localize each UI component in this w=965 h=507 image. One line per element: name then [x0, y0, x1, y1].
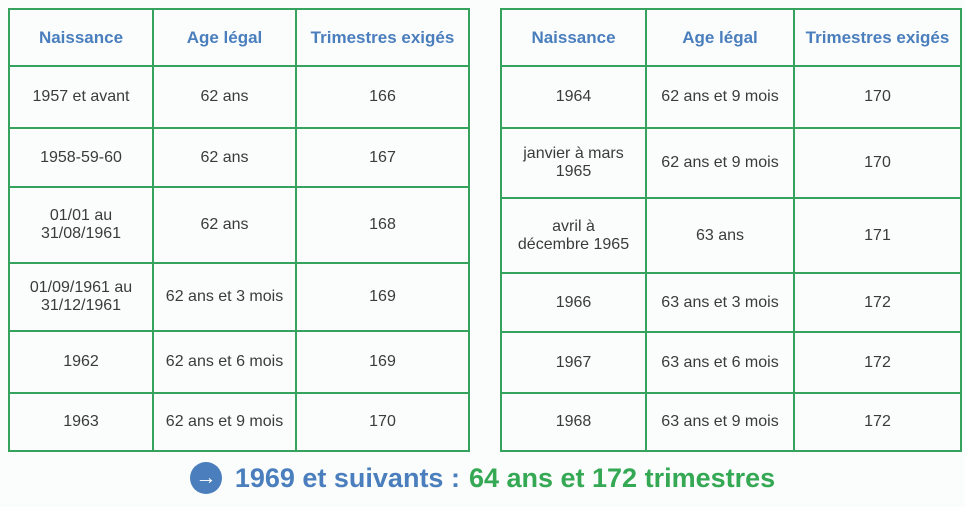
table-row: 1968 63 ans et 9 mois 172: [500, 392, 962, 452]
column-header-naissance: Naissance: [500, 8, 647, 67]
cell-age-legal: 62 ans: [152, 186, 297, 264]
table-row: 1957 et avant 62 ans 166: [8, 65, 470, 129]
cell-trimestres: 172: [793, 331, 962, 394]
column-header-trimestres: Trimestres exigés: [793, 8, 962, 67]
retirement-infographic: Naissance Age légal Trimestres exigés 19…: [8, 8, 962, 494]
cell-trimestres: 169: [295, 330, 470, 394]
table-left: Naissance Age légal Trimestres exigés 19…: [8, 8, 470, 452]
cell-naissance: 1962: [8, 330, 154, 394]
tables-container: Naissance Age légal Trimestres exigés 19…: [8, 8, 962, 452]
cell-naissance: avril à décembre 1965: [500, 197, 647, 274]
cell-age-legal: 62 ans: [152, 65, 297, 129]
cell-naissance: 01/09/1961 au 31/12/1961: [8, 262, 154, 332]
table-row: 1958-59-60 62 ans 167: [8, 127, 470, 188]
cell-trimestres: 166: [295, 65, 470, 129]
cell-naissance: 1958-59-60: [8, 127, 154, 188]
table-right: Naissance Age légal Trimestres exigés 19…: [500, 8, 962, 452]
cell-naissance: 1968: [500, 392, 647, 452]
column-header-trimestres: Trimestres exigés: [295, 8, 470, 67]
cell-naissance: 1963: [8, 392, 154, 452]
cell-trimestres: 167: [295, 127, 470, 188]
column-header-naissance: Naissance: [8, 8, 154, 67]
cell-age-legal: 63 ans et 3 mois: [645, 272, 795, 333]
cell-trimestres: 170: [295, 392, 470, 452]
cell-naissance: 1966: [500, 272, 647, 333]
cell-age-legal: 62 ans et 9 mois: [152, 392, 297, 452]
cell-age-legal: 63 ans: [645, 197, 795, 274]
cell-age-legal: 63 ans et 9 mois: [645, 392, 795, 452]
arrow-right-icon: →: [189, 462, 222, 494]
cell-naissance: 1964: [500, 65, 647, 129]
cell-trimestres: 172: [793, 392, 962, 452]
cell-trimestres: 170: [793, 65, 962, 129]
cell-trimestres: 168: [295, 186, 470, 264]
table-row: 1962 62 ans et 6 mois 169: [8, 330, 470, 394]
cell-age-legal: 63 ans et 6 mois: [645, 331, 795, 394]
table-row: 1966 63 ans et 3 mois 172: [500, 272, 962, 333]
cell-naissance: janvier à mars 1965: [500, 127, 647, 199]
cell-naissance: 01/01 au 31/08/1961: [8, 186, 154, 264]
cell-age-legal: 62 ans: [152, 127, 297, 188]
table-row: janvier à mars 1965 62 ans et 9 mois 170: [500, 127, 962, 199]
table-row: 1967 63 ans et 6 mois 172: [500, 331, 962, 394]
footer-note: → 1969 et suivants : 64 ans et 172 trime…: [8, 462, 957, 494]
table-row: avril à décembre 1965 63 ans 171: [500, 197, 962, 274]
table-row: 1963 62 ans et 9 mois 170: [8, 392, 470, 452]
table-row: 01/09/1961 au 31/12/1961 62 ans et 3 moi…: [8, 262, 470, 332]
header-row: Naissance Age légal Trimestres exigés: [500, 8, 962, 67]
footer-text-blue: 1969 et suivants :: [234, 462, 460, 493]
cell-trimestres: 171: [793, 197, 962, 274]
cell-age-legal: 62 ans et 9 mois: [645, 65, 795, 129]
column-header-age-legal: Age légal: [645, 8, 795, 67]
cell-trimestres: 172: [793, 272, 962, 333]
cell-naissance: 1957 et avant: [8, 65, 154, 129]
table-row: 01/01 au 31/08/1961 62 ans 168: [8, 186, 470, 264]
header-row: Naissance Age légal Trimestres exigés: [8, 8, 470, 67]
footer-text-green: 64 ans et 172 trimestres: [468, 462, 776, 493]
cell-age-legal: 62 ans et 3 mois: [152, 262, 297, 332]
table-row: 1964 62 ans et 9 mois 170: [500, 65, 962, 129]
column-header-age-legal: Age légal: [152, 8, 297, 67]
cell-age-legal: 62 ans et 9 mois: [645, 127, 795, 199]
cell-trimestres: 169: [295, 262, 470, 332]
cell-naissance: 1967: [500, 331, 647, 394]
cell-age-legal: 62 ans et 6 mois: [152, 330, 297, 394]
cell-trimestres: 170: [793, 127, 962, 199]
